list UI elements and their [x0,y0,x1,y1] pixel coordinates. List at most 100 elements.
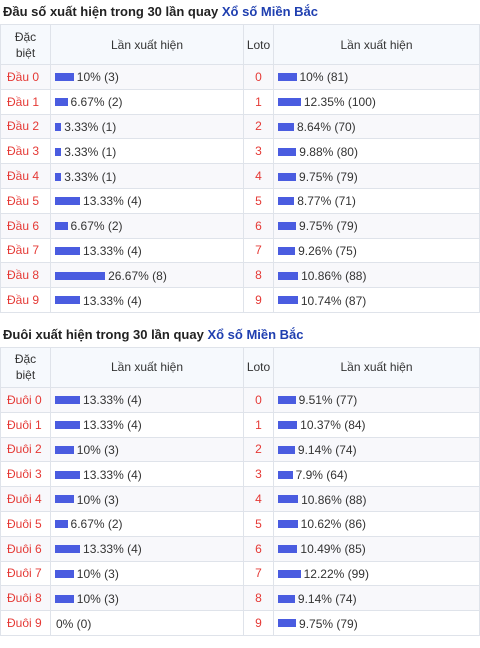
row-label: Đầu 1 [0,88,51,115]
tail-stats-section: Đuôi xuất hiện trong 30 lần quay Xổ số M… [0,323,480,636]
loto-number: 8 [243,585,274,612]
col-lan-xuat-hien-loto: Lần xuất hiện [273,24,480,65]
tail-title-link[interactable]: Xổ số Miền Bắc [207,326,304,342]
row-label: Đuôi 7 [0,560,51,587]
loto-frequency-text: 12.35% (100) [303,95,376,110]
loto-frequency-bar [278,619,297,628]
db-frequency-bar [55,520,68,529]
loto-frequency-text: 9.26% (75) [298,243,357,258]
row-label: Đuôi 9 [0,610,51,636]
loto-frequency-cell: 10.86% (88) [273,262,480,289]
loto-frequency-text: 10.37% (84) [300,418,366,433]
db-frequency-bar [55,147,62,156]
loto-number: 1 [243,88,274,115]
loto-frequency-bar [278,396,296,405]
loto-number: 9 [243,287,274,313]
tail-table-header: Đặc biệt Lần xuất hiện Loto Lần xuất hiệ… [0,346,480,388]
head-title-link[interactable]: Xổ số Miền Bắc [221,4,318,19]
db-frequency-text: 13.33% (4) [83,243,142,258]
row-label: Đuôi 3 [0,461,51,488]
loto-frequency-cell: 10.74% (87) [273,287,480,313]
loto-frequency-text: 9.14% (74) [297,442,357,457]
loto-number: 1 [243,411,274,438]
loto-frequency-cell: 9.26% (75) [273,237,480,264]
loto-frequency-cell: 12.35% (100) [273,88,480,115]
table-row: Đầu 7 13.33% (4) 7 9.26% (75) [0,237,480,264]
loto-frequency-cell: 10.86% (88) [273,486,480,512]
loto-frequency-text: 7.9% (64) [295,467,348,482]
table-row: Đuôi 6 13.33% (4) 6 10.49% (85) [0,535,480,562]
db-frequency-text: 3.33% (1) [64,119,117,134]
col-loto: Loto [243,24,274,65]
head-table-header: Đặc biệt Lần xuất hiện Loto Lần xuất hiệ… [0,24,480,65]
loto-number: 0 [243,64,274,90]
loto-frequency-bar [278,470,293,479]
table-row: Đầu 0 10% (3) 0 10% (81) [0,64,480,90]
table-row: Đuôi 0 13.33% (4) 0 9.51% (77) [0,386,480,413]
loto-frequency-cell: 10% (81) [273,64,480,90]
loto-number: 2 [243,436,274,463]
col-dac-biet: Đặc biệt [0,346,51,388]
loto-frequency-text: 8.64% (70) [296,119,356,134]
loto-frequency-bar [278,147,297,156]
db-frequency-cell: 3.33% (1) [50,163,244,189]
loto-frequency-cell: 10.49% (85) [273,535,480,562]
table-row: Đuôi 3 13.33% (4) 3 7.9% (64) [0,461,480,488]
db-frequency-cell: 13.33% (4) [50,237,244,264]
head-stats-section: Đầu số xuất hiện trong 30 lần quay Xổ số… [0,0,480,313]
row-label: Đầu 5 [0,187,51,214]
db-frequency-cell: 26.67% (8) [50,262,244,289]
row-label: Đuôi 6 [0,535,51,562]
loto-number: 6 [243,535,274,562]
table-row: Đầu 9 13.33% (4) 9 10.74% (87) [0,287,480,313]
tail-title-text: Đuôi xuất hiện trong 30 lần quay [3,326,204,342]
row-label: Đầu 2 [0,113,51,140]
loto-frequency-cell: 9.75% (79) [273,212,480,239]
loto-frequency-bar [278,569,301,578]
db-frequency-cell: 13.33% (4) [50,411,244,438]
db-frequency-bar [55,421,81,430]
loto-frequency-bar [278,445,295,454]
table-row: Đầu 5 13.33% (4) 5 8.77% (71) [0,187,480,214]
loto-number: 2 [243,113,274,140]
loto-number: 7 [243,560,274,587]
loto-frequency-cell: 12.22% (99) [273,560,480,587]
db-frequency-cell: 3.33% (1) [50,113,244,140]
loto-number: 0 [243,386,274,413]
db-frequency-text: 13.33% (4) [83,418,142,433]
db-frequency-text: 3.33% (1) [64,169,117,184]
db-frequency-bar [55,495,74,504]
loto-number: 4 [243,163,274,189]
row-label: Đầu 4 [0,163,51,189]
row-label: Đuôi 4 [0,486,51,512]
db-frequency-bar [55,569,74,578]
db-frequency-cell: 13.33% (4) [50,386,244,413]
row-label: Đuôi 2 [0,436,51,463]
loto-frequency-bar [278,271,299,280]
db-frequency-text: 10% (3) [76,591,119,606]
loto-frequency-text: 9.88% (80) [299,144,358,159]
row-label: Đuôi 1 [0,411,51,438]
db-frequency-bar [55,271,106,280]
tail-section-title: Đuôi xuất hiện trong 30 lần quay Xổ số M… [0,323,480,347]
table-row: Đầu 8 26.67% (8) 8 10.86% (88) [0,262,480,289]
loto-number: 5 [243,510,274,537]
db-frequency-cell: 10% (3) [50,560,244,587]
db-frequency-bar [55,197,81,206]
row-label: Đầu 8 [0,262,51,289]
loto-frequency-bar [278,246,296,255]
db-frequency-bar [55,396,81,405]
db-frequency-bar [55,445,74,454]
db-frequency-cell: 0% (0) [50,610,244,636]
loto-frequency-cell: 8.77% (71) [273,187,480,214]
loto-frequency-text: 10.49% (85) [300,542,366,557]
loto-number: 6 [243,212,274,239]
head-stats-table: Đặc biệt Lần xuất hiện Loto Lần xuất hiệ… [0,24,480,313]
row-label: Đầu 3 [0,138,51,165]
db-frequency-cell: 6.67% (2) [50,212,244,239]
table-row: Đầu 1 6.67% (2) 1 12.35% (100) [0,88,480,115]
db-frequency-cell: 10% (3) [50,64,244,90]
loto-frequency-text: 8.77% (71) [297,194,356,209]
db-frequency-text: 13.33% (4) [83,393,142,408]
loto-frequency-cell: 9.14% (74) [273,585,480,612]
